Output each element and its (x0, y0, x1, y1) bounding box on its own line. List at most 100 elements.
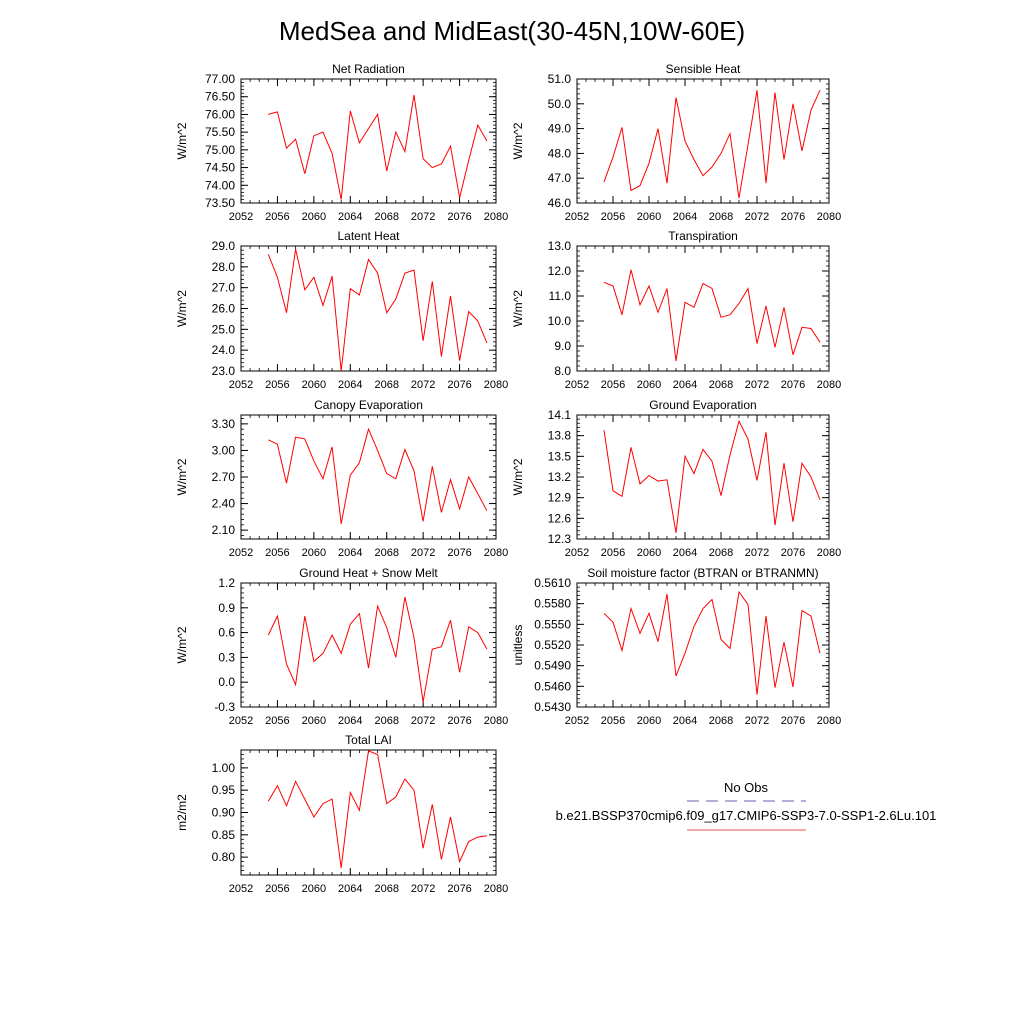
panel-3-ytick-label: 27.0 (212, 281, 236, 295)
panel-3-ylabel: W/m^2 (175, 290, 189, 327)
panel-1-ytick-label: 74.00 (205, 178, 235, 192)
panel-4-ytick-label: 11.0 (549, 289, 572, 303)
panel-8-xtick-label: 2076 (781, 715, 805, 727)
panel-1-ytick-label: 73.50 (205, 196, 235, 210)
panel-3: Latent Heat 2052 2056 2060 2064 2068 2072 2076 2… (175, 229, 508, 391)
panel-6-ytick-label: 13.8 (548, 429, 572, 443)
panel-2-xtick-label: 2052 (565, 211, 589, 223)
panel-4-xtick-label: 2060 (637, 379, 661, 391)
panel-7-xtick-label: 2076 (447, 715, 471, 727)
panel-3-ytick-label: 24.0 (212, 343, 236, 357)
panel-4-xtick-label: 2056 (601, 379, 625, 391)
panel-2-ylabel: W/m^2 (511, 122, 525, 159)
panel-5: Canopy Evaporation 2052 2056 2060 2064 2068 20… (175, 398, 508, 559)
panel-4-ytick-label: 10.0 (548, 314, 572, 328)
panel-8-ytick-label: 0.5490 (534, 659, 571, 673)
panel-1-xtick-label: 2076 (447, 211, 471, 223)
panel-8-xtick-label: 2068 (709, 715, 733, 727)
panel-6-ytick-label: 12.3 (548, 532, 572, 546)
panel-7-ytick-label: 1.2 (218, 576, 235, 590)
panel-1-xtick-label: 2072 (411, 211, 435, 223)
panel-5-ylabel: W/m^2 (175, 458, 189, 495)
panel-3-xtick-label: 2064 (338, 379, 362, 391)
panel-6-xtick-label: 2052 (565, 547, 589, 559)
panel-8-ytick-label: 0.5520 (534, 638, 571, 652)
panel-2-ytick-label: 48.0 (548, 146, 572, 160)
panel-9-title: Total LAI (345, 733, 392, 747)
panel-1-series-line (268, 94, 488, 200)
panel-9: Total LAI 2052 2056 2060 2064 2068 2072 2076 208… (175, 733, 508, 895)
panel-7-ylabel: W/m^2 (175, 626, 189, 663)
panel-6-xtick-label: 2056 (601, 547, 625, 559)
panel-2-ytick-label: 47.0 (548, 171, 572, 185)
panel-2-xtick-label: 2056 (601, 211, 625, 223)
panel-7-frame (240, 582, 497, 708)
panel-2-series-line (603, 89, 821, 199)
panel-6-ylabel: W/m^2 (511, 458, 525, 495)
panel-6-xtick-label: 2064 (673, 547, 697, 559)
panel-2-ytick-label: 50.0 (548, 97, 572, 111)
panel-7-xtick-label: 2052 (229, 715, 253, 727)
panel-8-title: Soil moisture factor (BTRAN or BTRANMN) (587, 566, 818, 580)
panel-3-ytick-label: 29.0 (212, 239, 236, 253)
panel-8-ytick-label: 0.5460 (534, 679, 571, 693)
panel-7-ytick-label: -0.3 (214, 700, 235, 714)
panel-1-ytick-label: 75.00 (205, 143, 235, 157)
panel-5-ytick-label: 3.00 (212, 443, 236, 457)
panels: Net Radiation 2052 2056 2060 2064 2068 2072 207… (175, 62, 841, 895)
panel-1-ytick-label: 76.00 (205, 107, 235, 121)
panel-9-xtick-label: 2052 (229, 883, 253, 895)
panel-8-frame (576, 582, 830, 708)
panel-3-series-line (267, 248, 488, 372)
panel-5-series-line (268, 427, 488, 524)
panel-6-xtick-label: 2068 (709, 547, 733, 559)
panel-1-xtick-label: 2060 (302, 211, 326, 223)
panel-4-series-line (603, 269, 821, 362)
panel-5-xtick-label: 2080 (484, 547, 508, 559)
panel-3-xtick-label: 2060 (302, 379, 326, 391)
panel-4-ytick-label: 9.0 (554, 339, 571, 353)
panel-1-xtick-label: 2056 (265, 211, 289, 223)
panel-1-xtick-label: 2064 (338, 211, 362, 223)
panel-6-frame (576, 414, 830, 540)
panel-9-frame (240, 749, 497, 876)
panel-7-ytick-label: 0.3 (218, 650, 235, 664)
panel-1-ytick-label: 76.50 (205, 90, 235, 104)
panel-7-xtick-label: 2072 (411, 715, 435, 727)
panel-9-ytick-label: 0.95 (212, 783, 236, 797)
panel-3-xtick-label: 2056 (265, 379, 289, 391)
panel-4: Transpiration 2052 2056 2060 2064 2068 2072 207… (511, 229, 841, 391)
panel-4-ytick-label: 12.0 (548, 264, 572, 278)
panel-7-xtick-label: 2056 (265, 715, 289, 727)
panel-9-xtick-label: 2072 (411, 883, 435, 895)
legend: No Obs b.e21.BSSP370cmip6.f09_g17.CMIP6-… (556, 780, 936, 831)
panel-2: Sensible Heat 2052 2056 2060 2064 2068 2072 207… (511, 62, 841, 223)
panel-9-xtick-label: 2056 (265, 883, 289, 895)
panel-8-xtick-label: 2052 (565, 715, 589, 727)
panel-3-ytick-label: 26.0 (212, 302, 236, 316)
panel-3-xtick-label: 2076 (447, 379, 471, 391)
panel-7-xtick-label: 2068 (374, 715, 398, 727)
panel-4-xtick-label: 2080 (817, 379, 841, 391)
panel-9-ylabel: m2/m2 (175, 794, 189, 831)
panel-6-series-line (603, 419, 821, 533)
panel-3-ytick-label: 23.0 (212, 364, 236, 378)
panel-1: Net Radiation 2052 2056 2060 2064 2068 2072 207… (175, 62, 508, 223)
panel-3-xtick-label: 2072 (411, 379, 435, 391)
panel-9-series-line (267, 750, 487, 868)
panel-1-xtick-label: 2052 (229, 211, 253, 223)
panel-1-title: Net Radiation (332, 62, 405, 76)
panel-9-xtick-label: 2068 (374, 883, 398, 895)
panel-6-xtick-label: 2060 (637, 547, 661, 559)
panel-4-xtick-label: 2076 (781, 379, 805, 391)
panel-5-xtick-label: 2064 (338, 547, 362, 559)
panel-3-xtick-label: 2080 (484, 379, 508, 391)
panel-6-ytick-label: 13.2 (548, 470, 572, 484)
panel-5-xtick-label: 2056 (265, 547, 289, 559)
panel-2-title: Sensible Heat (666, 62, 741, 76)
panel-5-frame (240, 414, 497, 540)
panel-2-frame (576, 78, 830, 204)
panel-2-ytick-label: 49.0 (548, 122, 572, 136)
panel-3-xtick-label: 2052 (229, 379, 253, 391)
panel-9-xtick-label: 2060 (302, 883, 326, 895)
